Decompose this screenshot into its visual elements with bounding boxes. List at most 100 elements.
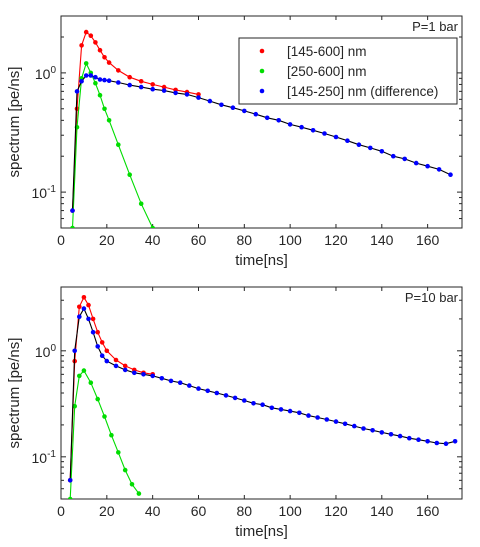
x-tick-label: 20 bbox=[99, 503, 115, 519]
data-point-blue bbox=[219, 102, 224, 108]
data-point-blue bbox=[77, 314, 82, 320]
x-tick-label: 40 bbox=[145, 232, 161, 248]
data-point-blue bbox=[141, 372, 146, 377]
y-axis-label: spectrum [pe/ns] bbox=[6, 338, 23, 449]
data-point-blue bbox=[269, 405, 275, 411]
data-point-blue bbox=[242, 108, 247, 114]
data-point-blue bbox=[434, 440, 440, 446]
data-point-blue bbox=[187, 383, 192, 388]
data-point-blue bbox=[342, 421, 348, 427]
fit-line-blue bbox=[69, 307, 456, 481]
x-tick-label: 160 bbox=[416, 503, 440, 519]
data-point-green bbox=[138, 201, 144, 206]
y-axis-label: spectrum [pe/ns] bbox=[6, 67, 23, 178]
data-point-blue bbox=[436, 167, 442, 172]
chart-panel-1: 0 20 40 60 80 100 120 140 160 10-1 100 time[ns] spec… bbox=[6, 15, 463, 269]
data-point-blue bbox=[352, 423, 357, 429]
data-point-blue bbox=[407, 435, 412, 441]
data-point-red bbox=[88, 33, 94, 38]
data-point-red bbox=[104, 348, 110, 354]
data-point-green bbox=[81, 368, 87, 373]
data-point-green bbox=[77, 373, 82, 379]
data-point-blue bbox=[127, 82, 132, 88]
data-point-blue bbox=[416, 437, 421, 443]
data-point-blue bbox=[150, 86, 155, 92]
data-point-red bbox=[161, 84, 167, 90]
data-point-red bbox=[102, 55, 107, 60]
data-point-red bbox=[90, 316, 96, 322]
x-tick-label: 140 bbox=[370, 503, 394, 519]
data-point-blue bbox=[106, 78, 112, 83]
x-tick-label: 100 bbox=[278, 232, 302, 248]
data-point-blue bbox=[345, 138, 350, 143]
data-point-blue bbox=[397, 433, 403, 439]
data-point-blue bbox=[81, 306, 87, 311]
legend-box bbox=[238, 37, 458, 105]
data-point-blue bbox=[113, 363, 119, 369]
data-point-blue bbox=[230, 105, 236, 110]
data-point-red bbox=[127, 74, 132, 80]
data-point-blue bbox=[299, 124, 304, 130]
data-point-blue bbox=[214, 390, 220, 396]
data-point-blue bbox=[368, 145, 373, 151]
data-point-blue bbox=[232, 395, 238, 401]
data-point-blue bbox=[278, 407, 284, 412]
data-point-blue bbox=[83, 73, 89, 78]
data-point-blue bbox=[324, 417, 330, 422]
data-point-red bbox=[95, 329, 100, 335]
data-point-blue bbox=[99, 353, 105, 359]
data-point-blue bbox=[86, 316, 91, 322]
data-point-blue bbox=[391, 153, 396, 159]
data-point-blue bbox=[370, 428, 375, 433]
data-point-red bbox=[150, 82, 155, 87]
data-point-blue bbox=[253, 111, 259, 117]
x-tick-label: 120 bbox=[324, 232, 348, 248]
data-point-blue bbox=[251, 401, 256, 406]
data-point-blue bbox=[159, 376, 165, 381]
data-point-blue bbox=[388, 432, 394, 437]
data-point-red bbox=[116, 68, 121, 73]
data-point-blue bbox=[361, 426, 366, 431]
data-point-red bbox=[113, 357, 119, 363]
data-point-green bbox=[102, 106, 107, 112]
data-point-red bbox=[97, 47, 103, 53]
x-tick-label: 60 bbox=[191, 232, 207, 248]
data-point-blue bbox=[333, 419, 339, 424]
data-point-green bbox=[88, 380, 94, 386]
data-point-green bbox=[83, 61, 89, 66]
data-point-blue bbox=[97, 77, 103, 82]
data-point-green bbox=[122, 467, 128, 473]
x-tick-label: 140 bbox=[370, 232, 394, 248]
data-point-blue bbox=[150, 373, 155, 379]
x-tick-label: 80 bbox=[237, 232, 253, 248]
data-point-blue bbox=[122, 367, 128, 373]
legend-marker-red bbox=[259, 48, 265, 54]
data-point-blue bbox=[168, 378, 174, 384]
data-point-green bbox=[116, 450, 121, 455]
data-point-blue bbox=[333, 134, 339, 140]
data-point-red bbox=[138, 79, 144, 84]
data-point-green bbox=[136, 491, 142, 496]
data-point-blue bbox=[88, 73, 94, 78]
data-point-blue bbox=[70, 208, 75, 213]
data-point-blue bbox=[207, 98, 213, 104]
x-axis-label: time[ns] bbox=[235, 523, 288, 540]
chart-panel-2: 0 20 40 60 80 100 120 140 160 10-1 100 time[ns] spec… bbox=[6, 286, 463, 540]
data-point-blue bbox=[260, 402, 265, 408]
data-point-red bbox=[86, 302, 91, 308]
data-point-green bbox=[95, 396, 100, 402]
data-point-blue bbox=[95, 344, 100, 349]
x-tick-label: 100 bbox=[278, 503, 302, 519]
pressure-annotation: P=1 bar bbox=[412, 19, 459, 34]
x-axis-label: time[ns] bbox=[235, 252, 288, 269]
data-point-blue bbox=[379, 430, 385, 435]
data-point-blue bbox=[287, 408, 293, 414]
x-tick-label: 0 bbox=[57, 232, 65, 248]
x-tick-label: 120 bbox=[324, 503, 348, 519]
data-point-green bbox=[93, 80, 98, 86]
data-point-blue bbox=[184, 92, 190, 97]
data-point-blue bbox=[297, 410, 302, 416]
data-point-blue bbox=[448, 172, 453, 177]
data-point-green bbox=[127, 172, 132, 177]
axes-box bbox=[60, 15, 463, 229]
